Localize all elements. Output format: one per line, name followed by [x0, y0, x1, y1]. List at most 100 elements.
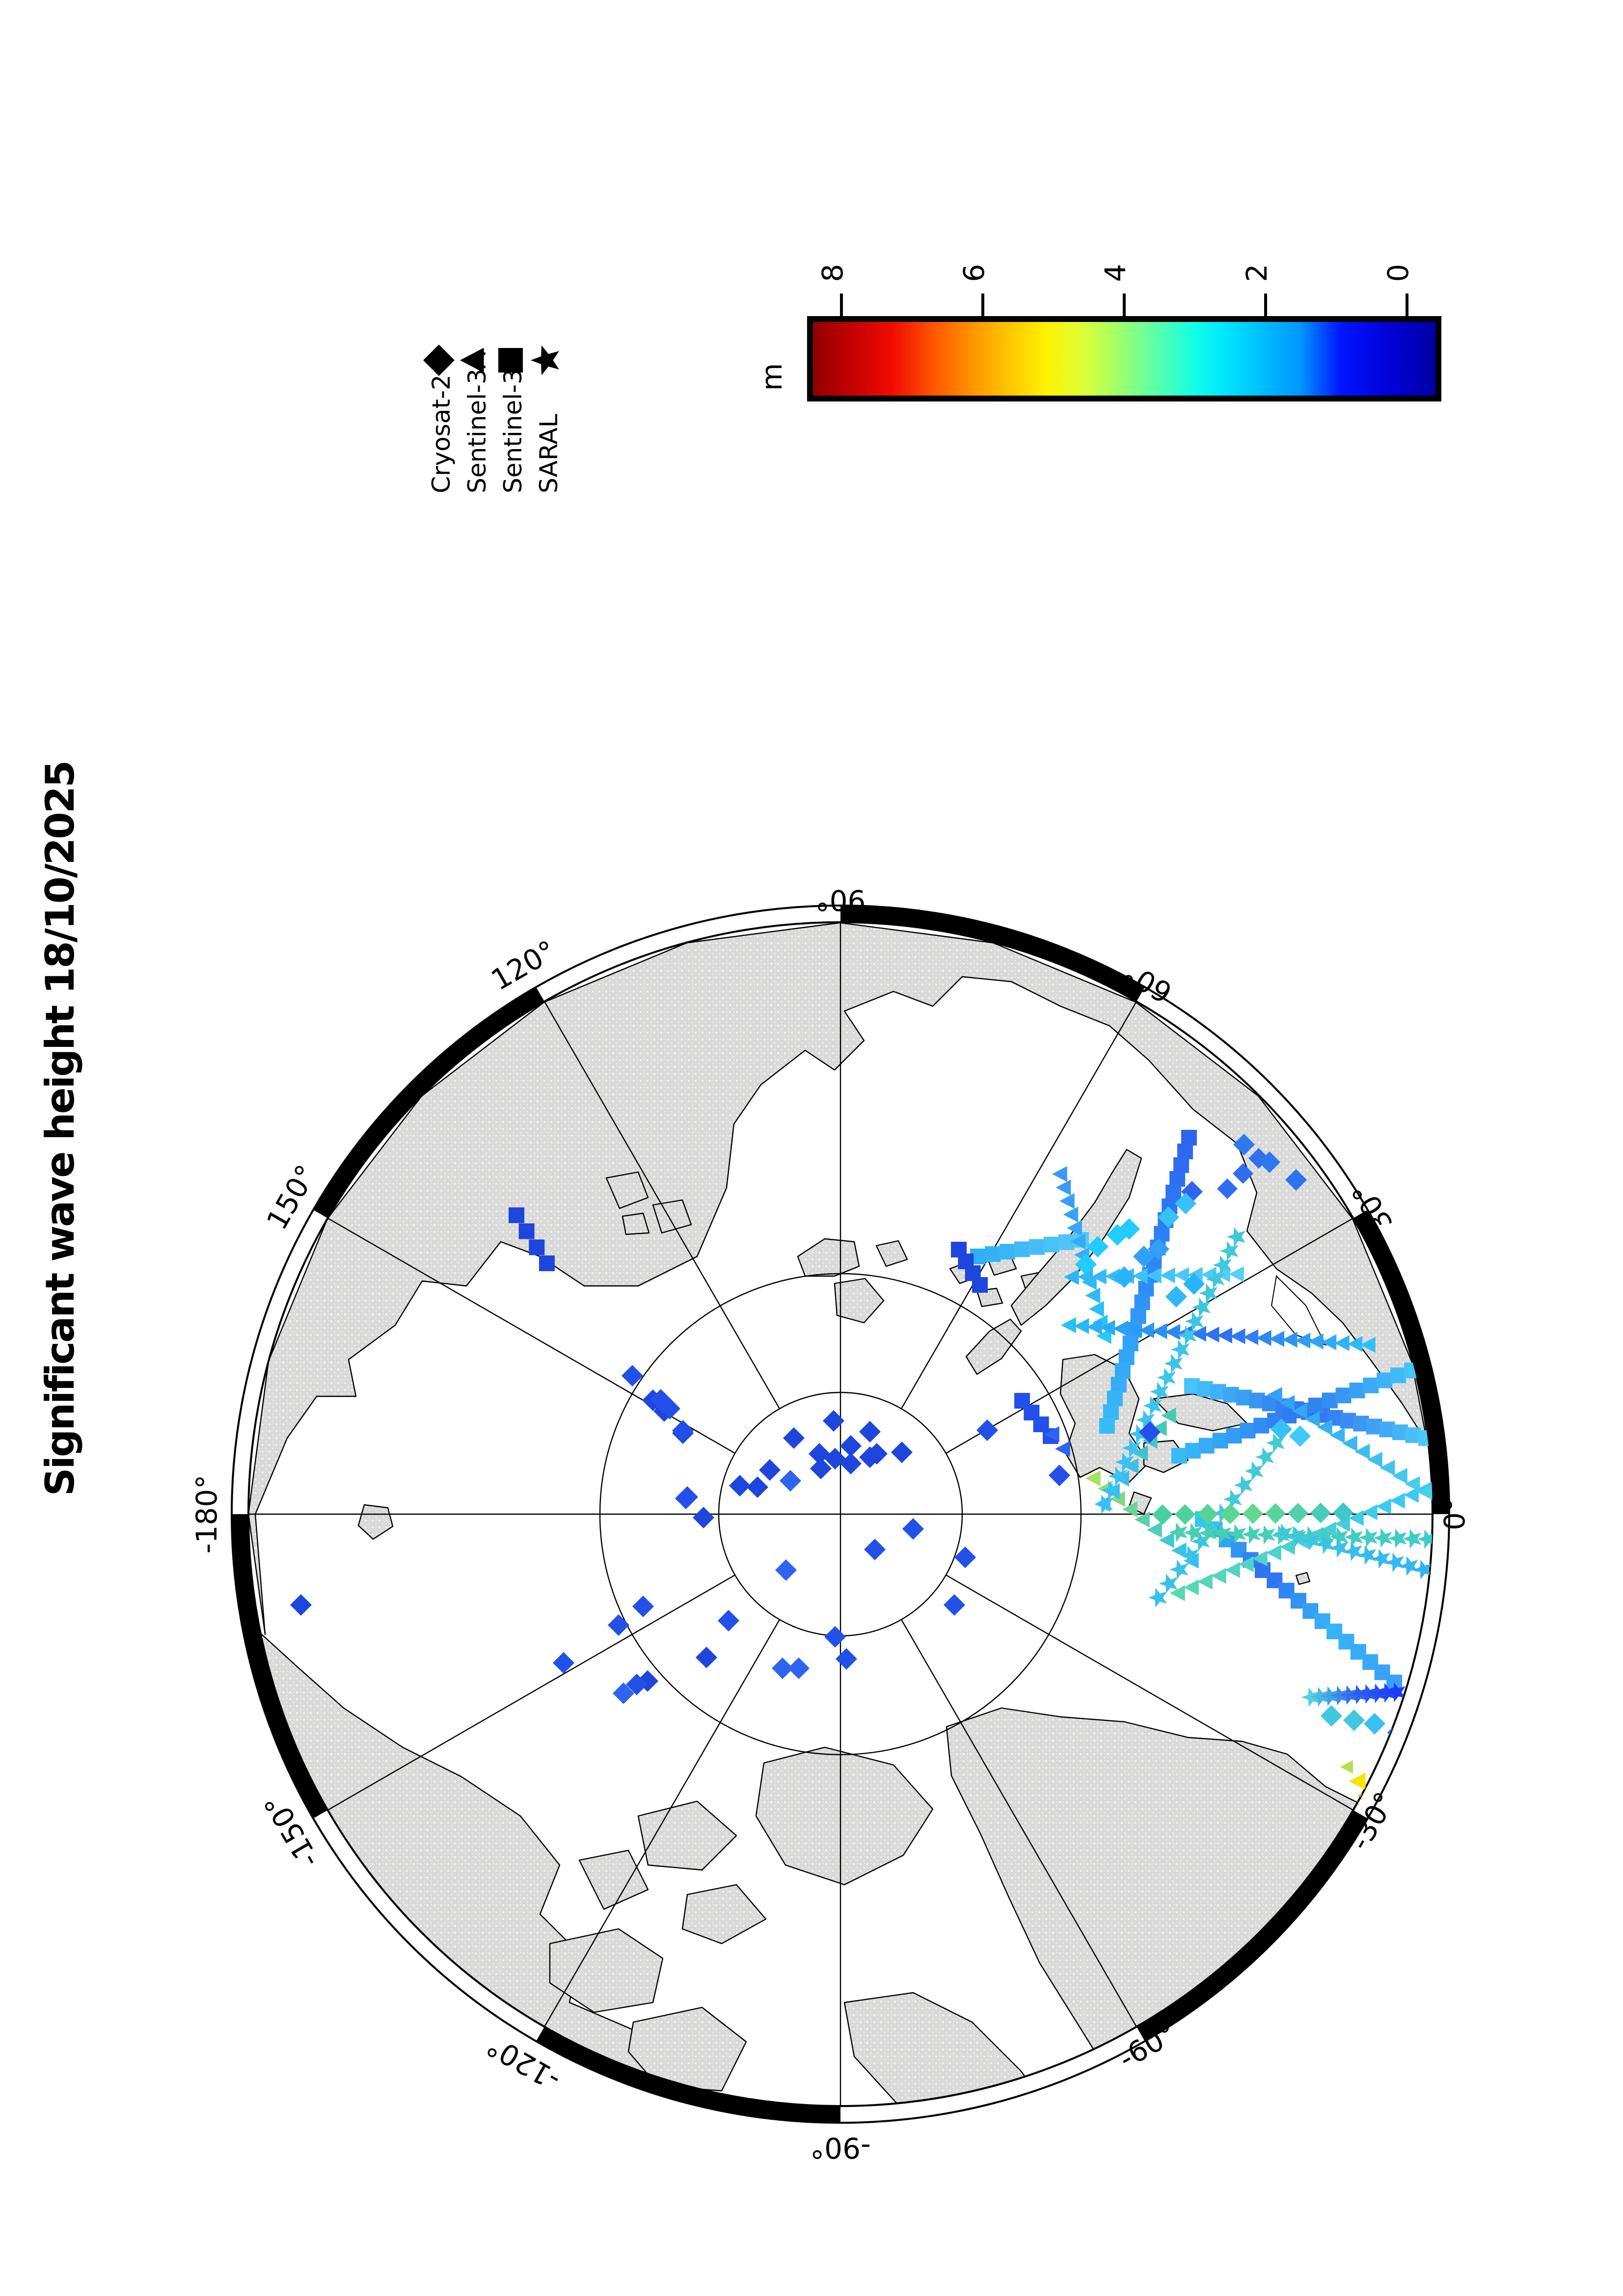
sentinel-3b-track-point	[1267, 1572, 1283, 1588]
saral-track-point	[1349, 1684, 1368, 1705]
sentinel-3a-track-point	[1304, 1411, 1320, 1427]
saral-track-point	[1358, 1684, 1377, 1704]
sentinel-3b-track-point	[1134, 1294, 1150, 1310]
cryosat-2-point	[1364, 1713, 1385, 1735]
saral-track-point	[1171, 1339, 1190, 1360]
cryosat-2-point	[1289, 1425, 1311, 1447]
colorbar: 8 6 4 2 0 m	[755, 264, 1441, 401]
cryosat-2-point	[783, 1427, 805, 1449]
meridian-label-0°: 0°	[1438, 1498, 1471, 1530]
sentinel-3b-track-point	[1198, 1438, 1215, 1454]
land-north_america	[248, 1619, 860, 2106]
colorbar-tick-label: 8	[816, 264, 849, 282]
saral-track-point	[1148, 1588, 1167, 1607]
cryosat-2-track-point	[1217, 1178, 1238, 1199]
sentinel-3a-track-point	[1376, 1498, 1391, 1515]
water-white_sea	[1271, 1275, 1326, 1346]
sentinel-3b-track-point	[1322, 1392, 1338, 1409]
sentinel-3b-track-point	[1197, 1381, 1213, 1397]
cryosat-2-point	[775, 1559, 797, 1581]
sentinel-3a-track-point	[1329, 1427, 1345, 1443]
sentinel-3b-track-point	[1362, 1654, 1379, 1670]
land-eurasia	[248, 922, 1432, 1635]
sentinel-3b-track-point	[1240, 1422, 1256, 1439]
cryosat-2-point	[1233, 1134, 1255, 1155]
sentinel-3a-track-point	[1317, 1419, 1332, 1436]
cryosat-2-track-point	[1333, 1502, 1353, 1523]
saral-track-point	[1316, 1534, 1335, 1554]
sentinel-3b-track-point	[1000, 1244, 1015, 1260]
cryosat-2-point	[608, 1614, 629, 1636]
cryosat-2-point	[553, 1652, 574, 1674]
frame-black-arc	[1352, 1209, 1450, 1515]
sentinel-3b-track-point	[1226, 1428, 1242, 1444]
sentinel-3b-track-point	[1181, 1130, 1197, 1146]
sentinel-3a-track-point	[1152, 1323, 1167, 1339]
cryosat-2-point	[1158, 1206, 1179, 1228]
saral-track-point	[1206, 1269, 1225, 1289]
sentinel-3b-track-point	[1308, 1397, 1324, 1414]
meridian-330	[544, 1001, 781, 1409]
saral-track-point	[1198, 1523, 1217, 1543]
sentinel-3b-track-point	[1184, 1378, 1200, 1394]
sentinel-3b-track-point	[1278, 1582, 1295, 1599]
legend-symbol-diamond	[423, 345, 455, 376]
sentinel-3b-track-point	[1374, 1664, 1390, 1681]
sentinel-3a-track-point	[1085, 1287, 1101, 1304]
sentinel-3a-track-point	[1360, 1336, 1376, 1353]
sentinel-3b-track-point	[539, 1255, 555, 1271]
cryosat-2-point	[1165, 1286, 1187, 1308]
sentinel-3a-track-point	[1151, 1420, 1167, 1436]
sentinel-3a-track-point	[1295, 1333, 1311, 1349]
saral-track-point	[1213, 1255, 1232, 1275]
meridian-label--90°: -90°	[810, 2131, 871, 2164]
land-new_siberian_1	[605, 1171, 649, 1209]
cryosat-2-point	[1087, 1236, 1109, 1257]
sentinel-3b-track-point	[1392, 1424, 1408, 1441]
meridian-150	[900, 1619, 1137, 2027]
sentinel-3a-track-point	[1349, 1772, 1366, 1790]
saral-track-point	[1339, 1685, 1358, 1705]
sentinel-3a-track-point	[1170, 1585, 1185, 1602]
sentinel-3b-track-point	[1173, 1157, 1190, 1173]
cryosat-2-point	[659, 1398, 680, 1419]
sentinel-3a-track-point	[1191, 1326, 1206, 1342]
sentinel-3a-track-point	[1055, 1441, 1070, 1457]
legend-label-saral: SARAL	[535, 414, 563, 493]
sentinel-3a-track-point	[1078, 1269, 1093, 1285]
cryosat-2-point	[810, 1458, 832, 1479]
sentinel-3a-track-point	[1063, 1206, 1079, 1223]
cryosat-2-point	[836, 1648, 857, 1670]
sentinel-3b-track-point	[1231, 1542, 1247, 1558]
sentinel-3b-track-point	[1291, 1593, 1306, 1609]
sentinel-3a-track-point	[1230, 1328, 1245, 1344]
colorbar-ticks: 8 6 4 2 0	[816, 264, 1415, 319]
cryosat-2-point	[1271, 1418, 1292, 1440]
sentinel-3a-track-point	[1321, 1334, 1337, 1350]
saral-track-point	[1403, 1529, 1422, 1549]
cryosat-2-point	[632, 1596, 654, 1617]
sentinel-3b-track-point	[970, 1249, 986, 1264]
saral-track-point	[1183, 1522, 1202, 1543]
cryosat-2-point	[864, 1539, 886, 1560]
meridian-label-150°: 150°	[260, 1159, 324, 1235]
saral-track-point	[1274, 1523, 1293, 1543]
sentinel-3b-track-point	[1103, 1404, 1119, 1420]
sentinel-3a-track-point	[1367, 1451, 1382, 1468]
cryosat-2-point	[1259, 1151, 1280, 1173]
cryosat-2-track-point	[1265, 1503, 1286, 1524]
sentinel-3a-track-point	[1354, 1443, 1370, 1460]
legend-symbols	[423, 345, 559, 376]
saral-track-point	[1157, 1367, 1176, 1388]
saral-track-point	[1202, 1517, 1221, 1537]
saral-track-point	[1178, 1325, 1197, 1345]
sentinel-3b-track-point	[1249, 1392, 1265, 1409]
sentinel-3a-track-point	[1096, 1328, 1111, 1344]
sentinel-3b-track-point	[1390, 1367, 1407, 1384]
sentinel-3b-track-point	[1281, 1408, 1297, 1424]
sentinel-3b-track-point	[1212, 1433, 1228, 1449]
sentinel-3b-track-point	[1171, 1448, 1187, 1464]
cryosat-2-track-point	[1197, 1504, 1218, 1524]
saral-track-point	[1129, 1424, 1148, 1444]
